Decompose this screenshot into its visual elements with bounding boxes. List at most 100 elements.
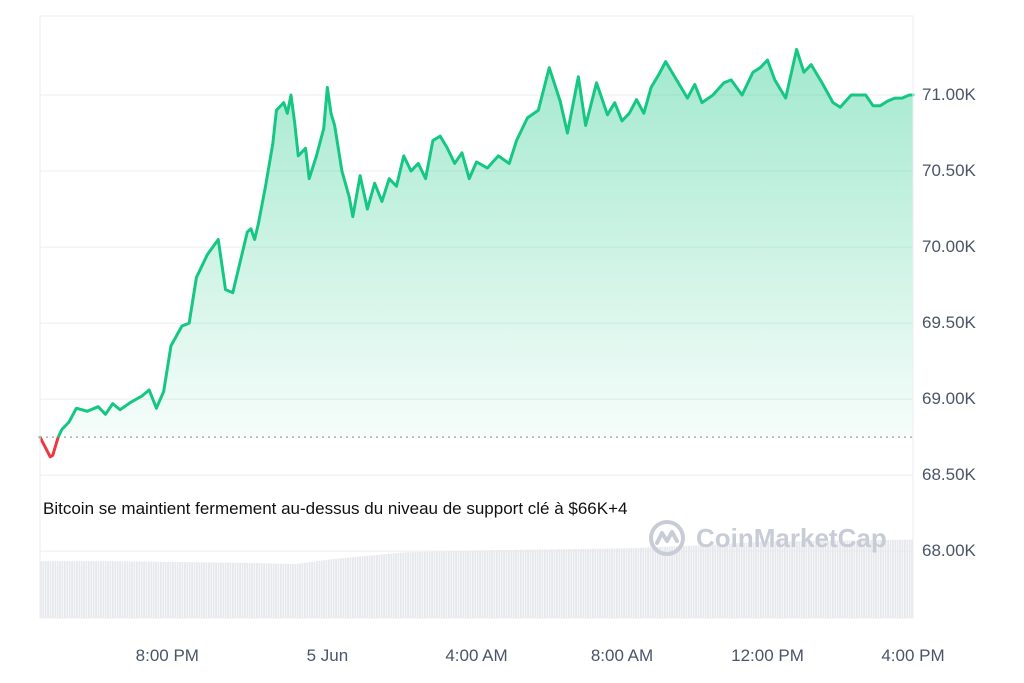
volume-bar <box>860 540 863 618</box>
volume-bar <box>275 563 277 618</box>
volume-bar <box>692 545 695 618</box>
volume-bar <box>565 549 568 618</box>
volume-bar <box>356 556 359 618</box>
volume-bar <box>474 550 477 618</box>
volume-bar <box>632 547 635 618</box>
volume-bar <box>121 561 124 618</box>
volume-bar <box>443 551 445 618</box>
volume-bar <box>85 561 88 618</box>
volume-bar <box>515 549 517 618</box>
volume-bar <box>700 545 702 618</box>
volume-bar <box>107 561 109 618</box>
volume-bar <box>380 554 383 618</box>
volume-bar <box>210 562 213 618</box>
volume-bar <box>44 561 47 618</box>
volume-bar <box>193 562 196 618</box>
volume-bar <box>371 555 373 618</box>
x-tick-label: 8:00 PM <box>135 646 199 665</box>
volume-bar <box>409 552 412 618</box>
volume-bar <box>736 543 738 618</box>
volume-bar <box>88 561 90 618</box>
volume-bar <box>203 562 205 618</box>
volume-bar <box>359 556 361 618</box>
volume-bar <box>306 562 309 618</box>
volume-bar <box>366 555 369 618</box>
volume-bar <box>114 561 117 618</box>
volume-bar <box>870 540 873 618</box>
volume-bar <box>220 562 222 618</box>
x-tick-label: 4:00 PM <box>881 646 945 665</box>
volume-bar <box>373 555 376 618</box>
volume-bar <box>836 540 839 618</box>
volume-bar <box>196 562 198 618</box>
volume-bar <box>908 539 911 618</box>
volume-bar <box>683 545 685 618</box>
volume-bar <box>656 547 659 618</box>
volume-bar <box>64 561 66 618</box>
volume-bar <box>416 551 419 618</box>
volume-bar <box>428 551 431 618</box>
volume-bar <box>316 561 318 618</box>
volume-bar <box>697 545 700 618</box>
volume-bar <box>486 550 489 618</box>
volume-bar <box>112 561 114 618</box>
volume-bar <box>904 539 906 618</box>
volume-bar <box>508 549 510 618</box>
volume-bar <box>745 542 748 618</box>
volume-bar <box>308 562 311 618</box>
volume-bar <box>606 548 609 618</box>
volume-bar <box>388 553 390 618</box>
volume-bar <box>80 561 83 618</box>
volume-bar <box>704 544 707 618</box>
volume-bar <box>865 540 868 618</box>
volume-bar <box>822 540 825 618</box>
volume-bar <box>412 552 414 618</box>
volume-bar <box>426 551 429 618</box>
volume-bar <box>217 562 220 618</box>
volume-bar <box>200 562 203 618</box>
volume-bar <box>767 541 769 618</box>
volume-bar <box>863 540 865 618</box>
volume-bar <box>719 544 721 618</box>
volume-bar <box>496 550 498 618</box>
volume-bar <box>841 540 844 618</box>
volume-bar <box>104 561 107 618</box>
volume-bar <box>404 552 407 618</box>
volume-bar <box>400 552 402 618</box>
volume-bar <box>332 559 335 618</box>
volume-bar <box>712 544 714 618</box>
volume-bar <box>368 555 371 618</box>
volume-bar <box>155 561 157 618</box>
volume-bar <box>577 549 580 618</box>
volume-bar <box>119 561 121 618</box>
volume-bar <box>858 540 861 618</box>
volume-bar <box>599 548 601 618</box>
volume-bar <box>882 540 885 618</box>
volume-bar <box>892 539 894 618</box>
volume-bar <box>776 541 779 618</box>
volume-bar <box>625 548 628 618</box>
volume-bar <box>512 549 515 618</box>
volume-bar <box>222 562 225 618</box>
volume-bar <box>820 540 822 618</box>
volume-bar <box>748 542 750 618</box>
volume-bar <box>248 562 251 618</box>
volume-bar <box>484 550 486 618</box>
volume-bar <box>875 540 877 618</box>
volume-bar <box>678 546 681 618</box>
volume-bar <box>124 561 126 618</box>
volume-bar <box>66 561 69 618</box>
volume-bar <box>815 540 817 618</box>
volume-bar <box>172 561 174 618</box>
volume-bar <box>534 549 537 618</box>
volume-bar <box>323 560 325 618</box>
volume-bar <box>702 545 705 618</box>
volume-bar <box>402 552 405 618</box>
volume-bar <box>128 561 131 618</box>
volume-bar <box>877 540 880 618</box>
volume-bar <box>817 540 820 618</box>
volume-bar <box>378 554 381 618</box>
x-tick-label: 4:00 AM <box>445 646 508 665</box>
volume-bar <box>100 561 102 618</box>
volume-bar <box>851 540 853 618</box>
